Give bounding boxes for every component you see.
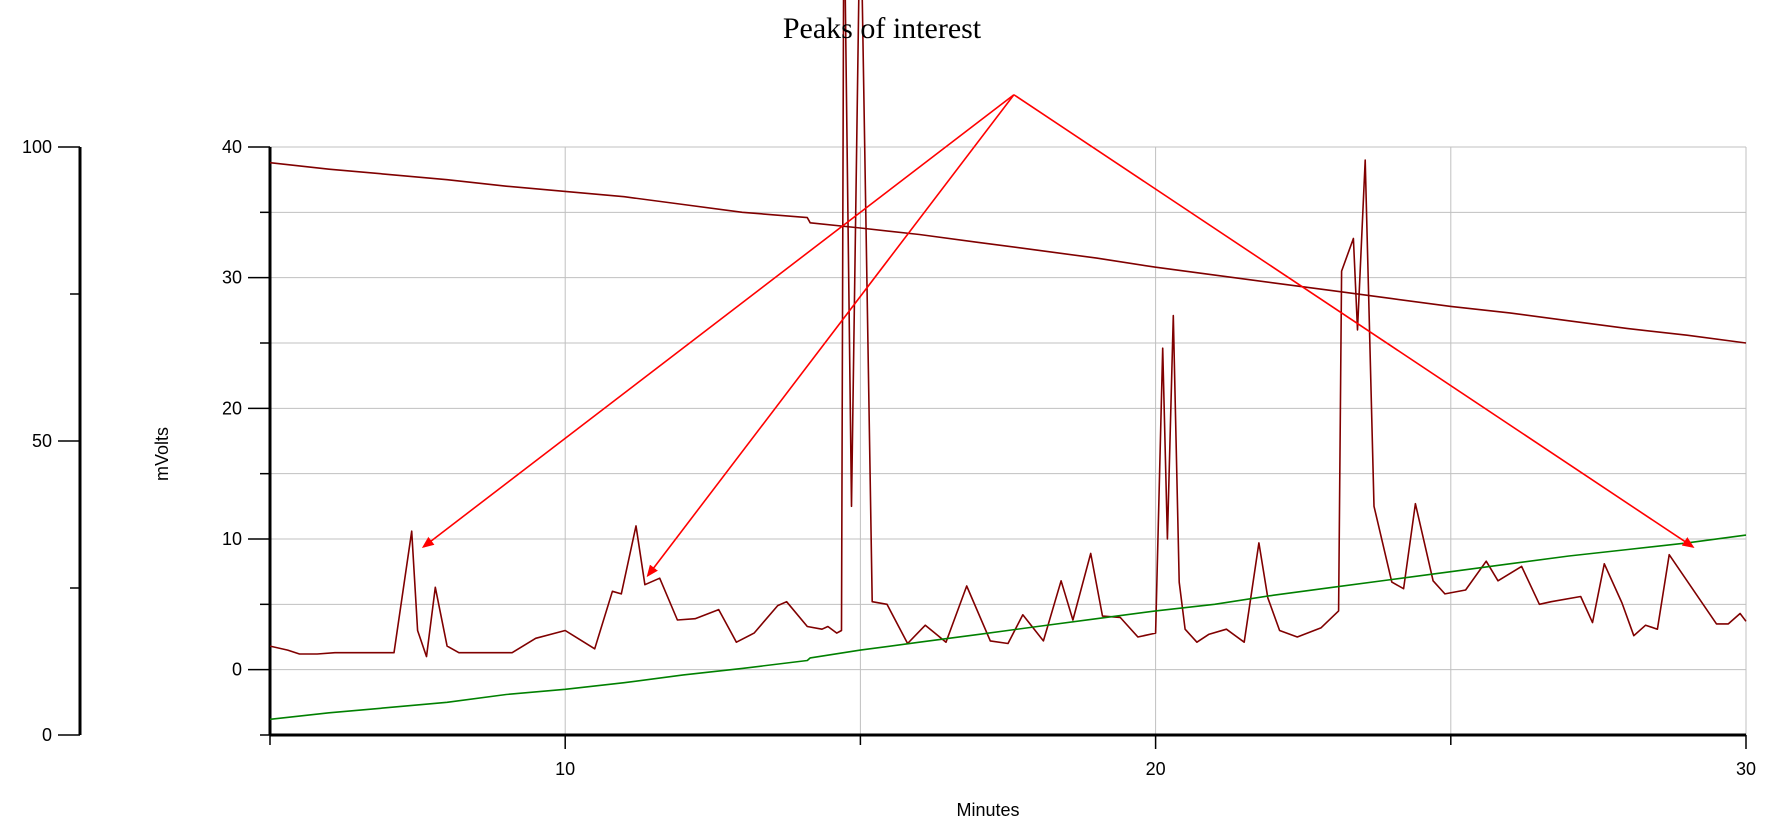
grid (270, 146, 1747, 736)
y-tick-label: 0 (232, 660, 242, 680)
left-axis: 0 50 100 (22, 137, 82, 745)
annotation-text: Peaks of interest (783, 12, 982, 45)
y-tick-label: 30 (222, 268, 242, 288)
y-tick-label: 20 (222, 398, 242, 418)
left-tick-label: 100 (22, 137, 52, 157)
x-axis-label: Minutes (956, 800, 1019, 820)
annotation-arrow (421, 94, 1015, 549)
gradient_down-line (270, 161, 1747, 344)
left-tick-label: 0 (42, 725, 52, 745)
x-tick-label: 30 (1736, 759, 1756, 779)
y-tick-label: 10 (222, 529, 242, 549)
x-tick-label: 20 (1146, 759, 1166, 779)
chromatogram-line (270, 0, 1747, 658)
axes: 0 10 20 30 40 10 20 30 (222, 137, 1756, 779)
annotation-arrow (646, 94, 1015, 578)
y-axis-label: mVolts (152, 427, 172, 481)
left-tick-label: 50 (32, 431, 52, 451)
series (270, 0, 1747, 721)
gradient_up-line (270, 534, 1747, 721)
x-tick-label: 10 (555, 759, 575, 779)
annotation-arrow (1013, 94, 1695, 548)
arrows (421, 94, 1695, 578)
y-tick-label: 40 (222, 137, 242, 157)
